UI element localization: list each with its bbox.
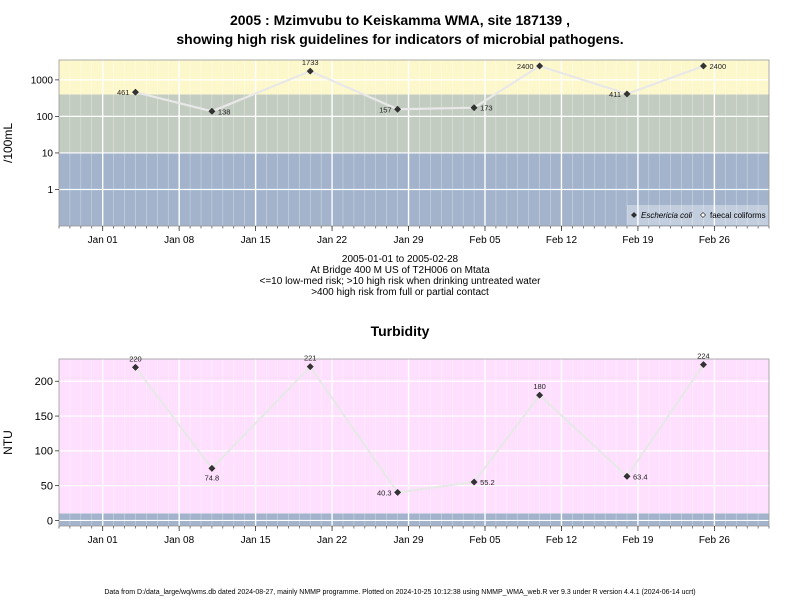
footer-note: Data from D:/data_large/wq/wms.db dated … [104,589,696,596]
x-tick-label: Feb 12 [546,535,578,546]
legend: Eschericia coli faecal coliforms [627,205,768,225]
x-tick-label: Feb 26 [699,235,731,246]
risk-guideline-contact: >400 high risk from full or partial cont… [311,287,489,298]
y-tick-label: 1 [47,185,53,196]
series-line [135,64,704,113]
x-tick-label: Jan 15 [241,235,271,246]
data-label: 1733 [302,58,319,67]
x-tick-label: Feb 19 [622,535,654,546]
data-point [470,478,478,486]
data-label: 221 [304,354,317,363]
x-tick-label: Feb 05 [469,235,501,246]
x-tick-label: Jan 22 [317,235,347,246]
y-axis-label: /100mL [1,123,15,163]
data-point [699,62,708,70]
risk-band-1 [59,359,769,514]
y-tick-label: 1000 [31,75,54,86]
turbidity-title: Turbidity [370,323,430,339]
x-tick-label: Feb 12 [546,235,578,246]
risk-band-1 [59,94,769,153]
data-point [623,472,631,480]
y-tick-label: 150 [35,411,53,423]
risk-guideline-drinking: <=10 low-med risk; >10 high risk when dr… [259,276,541,287]
data-label: 220 [129,354,142,363]
data-point [131,88,140,96]
data-label: 180 [533,382,546,391]
x-tick-label: Jan 22 [317,535,347,546]
x-tick-label: Jan 29 [394,235,424,246]
chart-title-line2: showing high risk guidelines for indicat… [176,31,624,47]
date-range-text: 2005-01-01 to 2005-02-28 [341,254,459,265]
x-tick-label: Feb 19 [622,235,654,246]
x-tick-label: Jan 01 [88,535,118,546]
turbidity-chart: 0 50 100 150 200 Jan 01 Jan 08 Jan 15 Jan 22 Jan … [1,352,770,546]
legend-entry: faecal coliforms [710,211,766,220]
x-tick-label: Feb 05 [469,535,501,546]
data-label: 461 [117,88,130,97]
legend-entry: Eschericia coli [641,211,692,220]
data-label: 173 [480,104,493,113]
legend-marker [700,212,706,218]
y-tick-label: 10 [42,148,54,159]
legend-marker [631,212,637,218]
risk-band-2 [59,60,769,95]
risk-band-0 [59,513,769,526]
data-point [536,62,544,70]
chart-title-line1: 2005 : Mzimvubu to Keiskamma WMA, site 1… [229,12,570,28]
y-tick-label: 100 [35,446,53,458]
data-point [394,105,402,113]
x-tick-label: Jan 15 [241,535,271,546]
data-label: 138 [218,107,231,116]
data-point [470,104,478,112]
plot-border [58,358,770,527]
data-point [394,488,402,496]
data-label: 55.2 [480,478,495,487]
data-label: 2400 [517,62,534,71]
x-tick-label: Jan 29 [394,535,424,546]
x-tick-label: Feb 26 [699,535,731,546]
site-description-text: At Bridge 400 M US of T2H006 on Mtata [310,265,490,276]
data-point [131,363,140,371]
data-point [208,464,216,472]
data-label: 2400 [709,62,726,71]
y-tick-label: 0 [47,515,53,527]
data-label: 411 [609,90,621,99]
data-point [208,107,216,115]
data-label: 157 [379,105,392,114]
data-point [306,363,314,371]
plot-border [58,59,770,227]
y-tick-label: 50 [41,480,53,492]
legend-box [627,205,768,225]
data-point [623,90,631,98]
data-point [536,391,544,399]
series-line [134,363,705,494]
x-tick-label: Jan 08 [164,235,194,246]
data-label: 40.3 [377,488,392,497]
microbial-chart: 1 10 100 1000 Jan 01 Jan 08 Jan 15 Jan 22 Jan 29… [1,58,770,246]
data-label: 224 [697,352,710,361]
x-tick-label: Jan 08 [164,535,194,546]
data-point [306,67,314,75]
y-axis-label: NTU [1,430,15,455]
y-tick-label: 200 [35,376,53,388]
x-tick-label: Jan 01 [88,235,118,246]
data-label: 63.4 [633,472,648,481]
data-label: 74.8 [205,473,220,482]
y-tick-label: 100 [36,112,53,123]
data-point [699,361,708,369]
